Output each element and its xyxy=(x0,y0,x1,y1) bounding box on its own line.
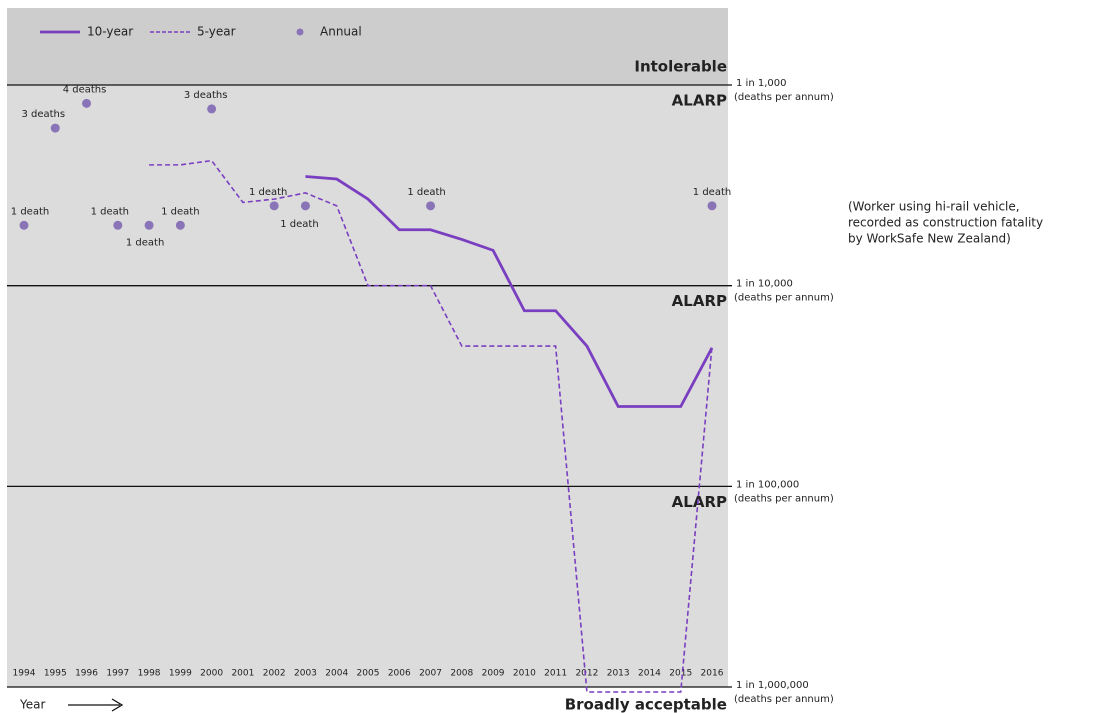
annual-dot xyxy=(707,201,717,211)
note-text: (Worker using hi-rail vehicle, xyxy=(848,200,1020,214)
x-tick-label: 1995 xyxy=(44,669,67,679)
y-tick-label: 1 in 1,000 xyxy=(736,78,786,89)
x-tick-label: 2001 xyxy=(231,669,254,679)
ten-year-line xyxy=(305,175,714,408)
note-text: by WorkSafe New Zealand) xyxy=(848,232,1011,246)
x-tick-label: 2015 xyxy=(669,669,692,679)
x-tick-label: 2006 xyxy=(388,669,411,679)
five-year-line xyxy=(149,159,713,693)
point-label: 1 death xyxy=(11,206,49,217)
point-label: 4 deaths xyxy=(63,84,107,95)
x-tick-label: 2005 xyxy=(357,669,380,679)
x-tick-label: 1994 xyxy=(13,669,36,679)
x-tick-label: 2009 xyxy=(482,669,505,679)
annual-dot xyxy=(50,123,60,133)
x-tick-label: 2008 xyxy=(450,669,473,679)
annual-dot xyxy=(175,220,185,230)
y-tick-unit: (deaths per annum) xyxy=(734,92,834,103)
point-label: 1 death xyxy=(249,187,287,198)
zone-label: ALARP xyxy=(672,92,727,110)
x-tick-label: 2002 xyxy=(263,669,286,679)
point-label: 1 death xyxy=(693,187,731,198)
annual-dot xyxy=(269,201,279,211)
point-label: 1 death xyxy=(91,206,129,217)
y-tick-label: 1 in 1,000,000 xyxy=(736,680,809,691)
x-tick-label: 2007 xyxy=(419,669,442,679)
annual-dot xyxy=(19,220,29,230)
intolerable-zone xyxy=(7,8,728,86)
x-axis-label: Year xyxy=(19,698,45,712)
zone-label: Broadly acceptable xyxy=(565,696,727,713)
plot-background xyxy=(7,8,728,687)
x-tick-label: 1999 xyxy=(169,669,192,679)
x-axis-arrowhead xyxy=(111,698,124,712)
annual-dot xyxy=(207,104,217,114)
annual-dot xyxy=(113,220,123,230)
note-text: recorded as construction fatality xyxy=(848,216,1043,230)
annual-dot xyxy=(144,220,154,230)
point-label: 1 death xyxy=(407,187,445,198)
legend-swatch xyxy=(296,28,304,36)
annual-dot xyxy=(300,201,310,211)
x-tick-label: 2013 xyxy=(607,669,630,679)
x-tick-label: 1996 xyxy=(75,669,98,679)
y-tick-unit: (deaths per annum) xyxy=(734,694,834,705)
point-label: 3 deaths xyxy=(21,109,65,120)
y-tick-label: 1 in 10,000 xyxy=(736,279,793,290)
x-tick-label: 2011 xyxy=(544,669,567,679)
x-tick-label: 1998 xyxy=(138,669,161,679)
x-tick-label: 2010 xyxy=(513,669,536,679)
annual-dot xyxy=(426,201,436,211)
legend-label: 10-year xyxy=(87,25,133,39)
x-tick-label: 2004 xyxy=(325,669,348,679)
x-tick-label: 2000 xyxy=(200,669,223,679)
zone-label: Intolerable xyxy=(634,58,727,76)
y-tick-unit: (deaths per annum) xyxy=(734,293,834,304)
x-tick-label: 2003 xyxy=(294,669,317,679)
x-tick-label: 2012 xyxy=(575,669,598,679)
x-tick-label: 2014 xyxy=(638,669,661,679)
legend-label: Annual xyxy=(320,25,362,39)
y-tick-unit: (deaths per annum) xyxy=(734,493,834,504)
point-label: 3 deaths xyxy=(184,90,228,101)
zone-label: ALARP xyxy=(672,493,727,511)
annual-dot xyxy=(82,98,92,108)
legend-label: 5-year xyxy=(197,25,236,39)
zone-label: ALARP xyxy=(672,292,727,310)
y-tick-label: 1 in 100,000 xyxy=(736,479,799,490)
point-label: 1 death xyxy=(161,206,199,217)
x-tick-label: 1997 xyxy=(106,669,129,679)
x-tick-label: 2016 xyxy=(701,669,724,679)
point-label: 1 death xyxy=(280,219,318,230)
point-label: 1 death xyxy=(126,237,164,248)
